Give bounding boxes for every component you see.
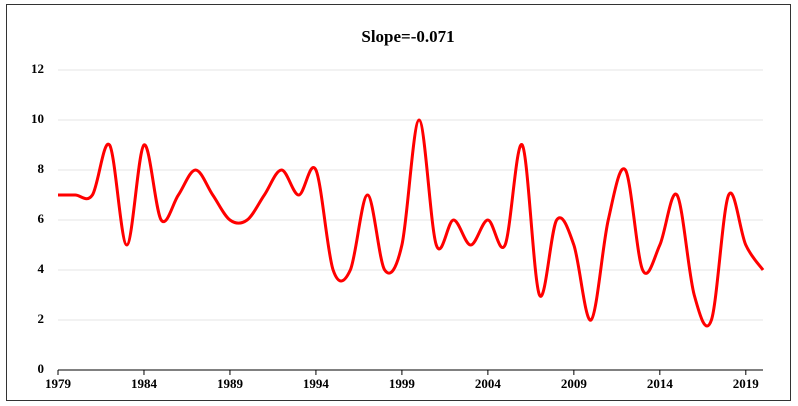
data-line bbox=[58, 118, 765, 328]
y-tick-label: 4 bbox=[38, 261, 45, 276]
x-tick-label: 2014 bbox=[647, 376, 674, 391]
y-tick-label: 2 bbox=[38, 311, 45, 326]
y-tick-label: 0 bbox=[38, 361, 45, 376]
x-tick-label: 1999 bbox=[389, 376, 416, 391]
chart-title: Slope=-0.071 bbox=[361, 27, 454, 46]
y-tick-label: 10 bbox=[31, 111, 44, 126]
y-tick-label: 6 bbox=[38, 211, 45, 226]
x-tick-label: 1979 bbox=[45, 376, 72, 391]
x-tick-label: 2004 bbox=[475, 376, 502, 391]
x-tick-label: 2009 bbox=[561, 376, 588, 391]
x-tick-label: 1994 bbox=[303, 376, 330, 391]
x-tick-label: 1984 bbox=[131, 376, 158, 391]
x-tick-label: 2019 bbox=[733, 376, 760, 391]
chart-frame bbox=[6, 4, 791, 401]
x-tick-label: 1989 bbox=[217, 376, 244, 391]
y-tick-label: 12 bbox=[31, 61, 44, 76]
y-tick-label: 8 bbox=[38, 161, 45, 176]
